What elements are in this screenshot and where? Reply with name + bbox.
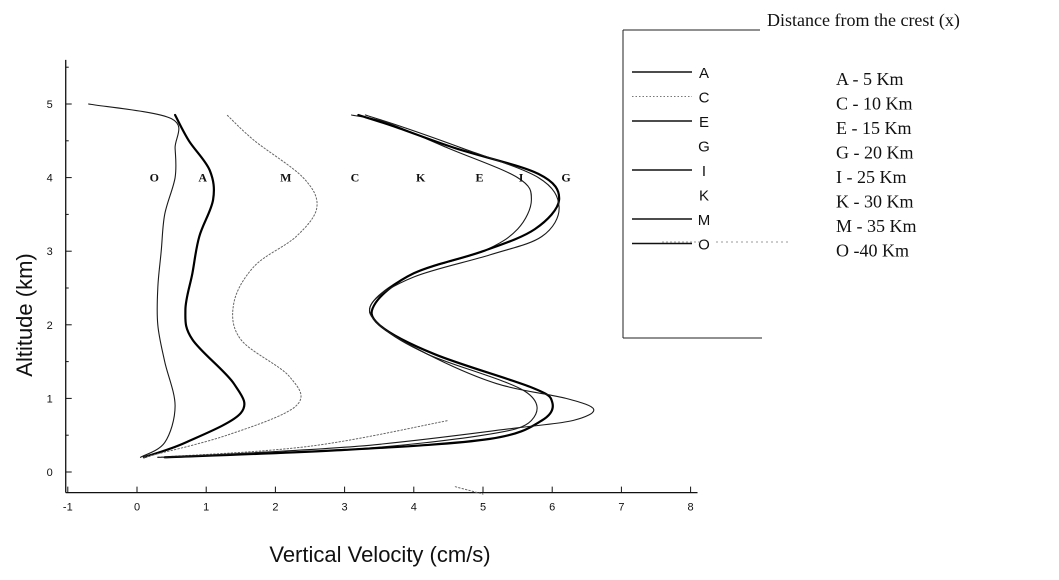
- x-tick-label: 1: [203, 502, 209, 514]
- legend-code-i: I: [702, 163, 706, 180]
- series-line-m: [143, 114, 318, 458]
- y-tick-label: 2: [47, 320, 53, 332]
- curve-tag-i: I: [519, 170, 524, 184]
- series-line-o: [88, 103, 180, 458]
- x-tick-label: 2: [272, 502, 278, 514]
- legend-desc-a: A - 5 Km: [836, 69, 904, 89]
- legend-code-m: M: [698, 212, 711, 229]
- legend: Distance from the crest (x) A A - 5 Km C C …: [622, 10, 960, 339]
- legend-code-g: G: [698, 139, 710, 156]
- legend-code-k: K: [699, 188, 709, 205]
- curve-tag-o: O: [150, 170, 159, 184]
- x-tick-label: 3: [342, 502, 348, 514]
- y-tick-label: 3: [47, 246, 53, 258]
- x-axis-title: Vertical Velocity (cm/s): [269, 542, 490, 567]
- legend-desc-g: G - 20 Km: [836, 143, 914, 163]
- x-tick-label: 0: [134, 502, 140, 514]
- legend-code-a: A: [699, 65, 709, 82]
- series-line-e: [157, 114, 538, 458]
- legend-desc-k: K - 30 Km: [836, 192, 914, 212]
- legend-code-c: C: [699, 90, 710, 107]
- x-tick-label: -1: [63, 502, 73, 514]
- curve-tag-e: E: [476, 170, 484, 184]
- curve-tag-m: M: [280, 170, 291, 184]
- series-line-a: [142, 113, 246, 459]
- legend-code-e: E: [699, 114, 709, 131]
- x-tick-label: 7: [618, 502, 624, 514]
- legend-desc-o: O -40 Km: [836, 241, 909, 261]
- x-tick-label: 6: [549, 502, 555, 514]
- curve-tag-c: C: [351, 170, 360, 184]
- curve-tag-k: K: [416, 170, 426, 184]
- series-group: [88, 103, 595, 495]
- x-tick-label: 8: [688, 502, 694, 514]
- legend-desc-e: E - 15 Km: [836, 118, 912, 138]
- curve-tag-a: A: [198, 170, 207, 184]
- legend-code-o: O: [698, 237, 710, 254]
- y-tick-label: 1: [47, 393, 53, 405]
- y-tick-group: 0 1 2 3 4 5: [47, 66, 72, 479]
- legend-title: Distance from the crest (x): [767, 10, 960, 31]
- legend-desc-m: M - 35 Km: [836, 216, 917, 236]
- legend-items: A A - 5 Km C C - 10 Km E E - 15 Km G G - 20 Km I…: [632, 65, 917, 261]
- plot-area: -1 0 1 2 3 4 5 6 7 8 0 1 2 3 4 5 O A M C K E I G: [47, 59, 698, 514]
- y-axis-title: Altitude (km): [12, 253, 37, 376]
- legend-desc-i: I - 25 Km: [836, 167, 907, 187]
- x-tick-group: -1 0 1 2 3 4 5 6 7 8: [63, 486, 694, 514]
- series-line-g: [164, 114, 595, 458]
- x-tick-label: 5: [480, 502, 486, 514]
- legend-desc-c: C - 10 Km: [836, 94, 913, 114]
- series-line-i: [163, 113, 561, 459]
- x-tick-label: 4: [411, 502, 417, 514]
- curve-tag-g: G: [561, 170, 570, 184]
- y-tick-label: 5: [47, 99, 53, 111]
- y-tick-label: 4: [47, 173, 53, 185]
- series-line-k: [454, 486, 484, 495]
- y-tick-label: 0: [47, 467, 53, 479]
